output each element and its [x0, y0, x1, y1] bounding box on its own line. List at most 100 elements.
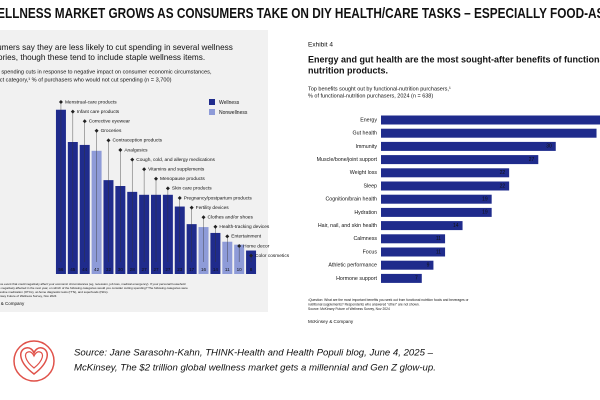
chart-title: Energy and gut health are the most sough… — [308, 54, 600, 64]
bar — [381, 207, 492, 217]
category-label: Corrective eyewear — [89, 118, 131, 124]
footnote: analyzed: digestive medication (OTCs), a… — [0, 290, 109, 294]
value-label: 14 — [213, 267, 219, 272]
banner-title: WELLNESS MARKET GROWS AS CONSUMERS TAKE … — [0, 5, 600, 22]
value-label: 30 — [118, 267, 124, 272]
category-label: Menstrual-care products — [65, 99, 117, 105]
value-label: 28 — [130, 267, 136, 272]
category-label: Hydration — [354, 210, 377, 216]
footnote: nutritional supplements? Respondents who… — [308, 302, 420, 306]
chart-subtitle: % of functional-nutrition purchasers, 20… — [308, 93, 433, 99]
chart-subtitle: by product category,¹ % of purchasers wh… — [0, 77, 172, 83]
bar — [381, 194, 492, 204]
category-label: Weight loss — [350, 170, 378, 176]
footnote: ¹Q: If a negative event that could negat… — [0, 282, 186, 286]
diamond-marker — [94, 128, 99, 133]
category-label: Color cosmetics — [255, 253, 290, 259]
brand: McKinsey & Company — [0, 301, 25, 306]
diamond-marker — [225, 234, 230, 239]
chart-subtitle: Top benefits sought out by functional-nu… — [308, 86, 451, 92]
diamond-marker — [189, 205, 194, 210]
category-label: Vitamins and supplements — [148, 166, 205, 172]
value-label: 14 — [453, 223, 459, 229]
value-label: 27 — [165, 267, 171, 272]
category-label: Energy — [360, 117, 377, 123]
value-label: 7 — [415, 276, 418, 282]
value-label: 17 — [189, 267, 195, 272]
legend-label: Nonwellness — [219, 110, 248, 116]
footnote: Source: McKinsey Future of Wellness Surv… — [308, 307, 390, 311]
bar — [381, 115, 600, 125]
category-label: Muscle/bone/joint support — [317, 157, 378, 163]
bar — [381, 155, 539, 165]
footnote: finances were negatively affected in the… — [0, 286, 188, 290]
value-label: 44 — [82, 267, 88, 272]
source-line: McKinsey, The $2 trillion global wellnes… — [74, 363, 436, 374]
value-label: 27 — [142, 267, 148, 272]
category-label: Sleep — [363, 183, 377, 189]
value-label: 42 — [94, 267, 100, 272]
chart-title: categories, though these tend to include… — [0, 53, 205, 62]
value-label: 22 — [500, 170, 506, 176]
value-label: 23 — [177, 267, 183, 272]
value-label: 32 — [106, 267, 112, 272]
value-label: 19 — [482, 197, 488, 203]
value-label: 22 — [500, 183, 506, 189]
chart-title: nutrition products. — [308, 65, 388, 75]
category-label: Contraception products — [112, 138, 162, 144]
chart-subtitle: Potential spending cuts in response to n… — [0, 69, 212, 75]
bar — [381, 221, 463, 231]
bar — [381, 181, 510, 191]
bar — [381, 260, 434, 270]
bar — [381, 234, 446, 244]
diamond-marker — [82, 119, 87, 124]
diamond-marker — [177, 196, 182, 200]
diamond-marker — [201, 215, 206, 220]
chart-title: Consumers say they are less likely to cu… — [0, 43, 233, 52]
diamond-marker — [165, 186, 170, 191]
value-label: 45 — [70, 267, 76, 272]
category-label: Gut health — [353, 131, 377, 137]
category-label: Focus — [363, 249, 378, 255]
category-label: Entertainment — [231, 234, 262, 240]
category-label: Pregnancy/postpartum products — [184, 195, 253, 201]
diamond-marker — [70, 109, 75, 114]
category-label: Health-tracking devices — [219, 224, 269, 230]
value-label: 27 — [529, 157, 535, 163]
diamond-marker — [154, 176, 158, 181]
category-label: Skin care products — [172, 186, 212, 192]
exhibit-label: Exhibit 4 — [308, 42, 333, 49]
diamond-marker — [130, 157, 135, 162]
diamond-marker — [106, 138, 111, 143]
bar — [381, 128, 597, 138]
bar — [381, 273, 422, 283]
value-label: 27 — [153, 267, 159, 272]
bar — [381, 168, 510, 178]
bar — [381, 247, 446, 257]
category-label: Groceries — [101, 128, 122, 134]
diamond-marker — [249, 253, 254, 258]
legend-label: Wellness — [219, 100, 240, 106]
heart-icon — [13, 340, 55, 382]
footnote: ¹Question: What are the most important b… — [308, 298, 469, 302]
value-label: 8 — [250, 267, 253, 272]
diamond-marker — [213, 224, 218, 229]
diamond-marker — [118, 148, 123, 152]
legend-swatch — [209, 109, 215, 115]
value-label: 19 — [482, 210, 488, 216]
category-label: Infant care products — [77, 109, 120, 115]
category-label: Hair, nail, and skin health — [318, 223, 377, 229]
value-label: 30 — [546, 144, 552, 150]
value-label: 56 — [58, 267, 64, 272]
value-label: 9 — [427, 263, 430, 269]
category-label: Immunity — [356, 144, 378, 150]
diamond-marker — [58, 100, 63, 104]
value-label: 16 — [201, 267, 207, 272]
category-label: Calmness — [353, 236, 377, 242]
category-label: Clothes and/or shoes — [208, 214, 254, 220]
bar — [246, 250, 257, 274]
source-line: Source: Jane Sarasohn-Kahn, THINK-Health… — [74, 348, 434, 359]
category-label: Fertility devices — [196, 205, 230, 211]
category-label: Analgesics — [124, 147, 148, 153]
